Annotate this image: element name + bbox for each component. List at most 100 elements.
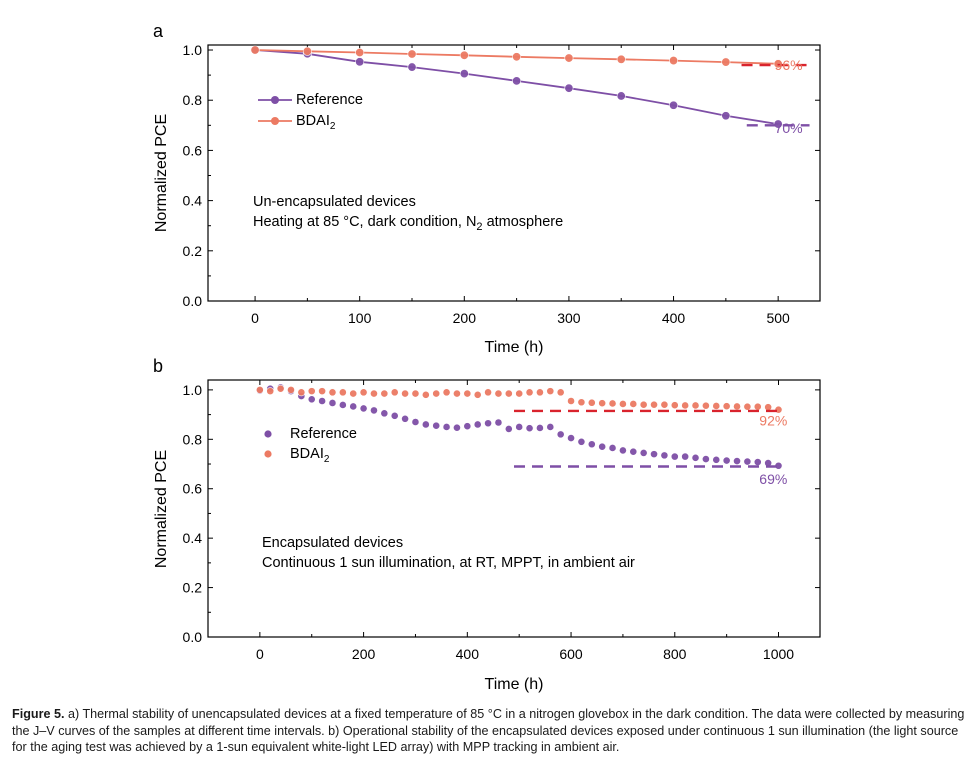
data-point-bdai2 bbox=[743, 402, 752, 411]
panel-b-frame bbox=[207, 379, 821, 638]
data-point-reference bbox=[432, 421, 441, 430]
data-point-reference bbox=[307, 395, 316, 404]
legend-marker bbox=[271, 96, 279, 104]
data-point-reference bbox=[670, 452, 679, 461]
data-point-reference bbox=[556, 430, 565, 439]
data-point-reference bbox=[359, 404, 368, 413]
x-tick-label: 400 bbox=[456, 646, 480, 662]
data-point-reference bbox=[494, 418, 503, 427]
data-point-reference bbox=[639, 448, 648, 457]
data-point-reference bbox=[442, 423, 451, 431]
legend-marker bbox=[264, 430, 272, 438]
data-point-reference bbox=[504, 425, 513, 433]
data-point-reference bbox=[484, 419, 492, 428]
data-point-reference bbox=[473, 420, 482, 429]
data-point-bdai2 bbox=[616, 54, 626, 64]
data-point-reference bbox=[564, 83, 574, 93]
data-point-reference bbox=[733, 457, 741, 465]
data-point-bdai2 bbox=[650, 400, 658, 409]
data-point-bdai2 bbox=[355, 48, 365, 58]
x-tick-label: 200 bbox=[352, 646, 376, 662]
data-point-bdai2 bbox=[307, 387, 316, 396]
data-point-bdai2 bbox=[722, 402, 731, 411]
data-point-bdai2 bbox=[411, 389, 420, 398]
data-point-reference bbox=[370, 406, 378, 415]
data-point-bdai2 bbox=[276, 384, 285, 393]
data-point-bdai2 bbox=[250, 45, 260, 55]
y-tick-label: 0.2 bbox=[183, 580, 203, 596]
data-point-reference bbox=[453, 423, 461, 432]
data-point-reference bbox=[515, 423, 524, 431]
data-point-reference bbox=[712, 455, 721, 464]
data-point-bdai2 bbox=[556, 388, 565, 397]
data-point-reference bbox=[567, 434, 575, 442]
data-point-bdai2 bbox=[536, 388, 544, 397]
data-point-reference bbox=[411, 418, 420, 426]
data-point-bdai2 bbox=[608, 399, 617, 408]
legend-label: BDAI2 bbox=[296, 113, 336, 132]
legend-label: Reference bbox=[290, 426, 357, 442]
data-point-reference bbox=[328, 399, 337, 407]
data-point-bdai2 bbox=[619, 400, 627, 408]
data-point-bdai2 bbox=[660, 400, 669, 409]
caption-label: Figure 5. bbox=[12, 707, 65, 721]
data-point-reference bbox=[355, 57, 365, 67]
data-point-bdai2 bbox=[639, 400, 648, 409]
data-point-bdai2 bbox=[681, 401, 690, 410]
data-point-bdai2 bbox=[432, 389, 441, 398]
data-point-reference bbox=[669, 100, 679, 110]
data-point-reference bbox=[421, 420, 430, 429]
x-tick-label: 300 bbox=[557, 310, 581, 326]
data-point-bdai2 bbox=[453, 389, 461, 398]
retention-label: 96% bbox=[775, 57, 803, 73]
data-point-reference bbox=[463, 422, 472, 431]
y-tick-label: 1.0 bbox=[183, 42, 203, 58]
data-point-bdai2 bbox=[255, 385, 264, 394]
data-point-bdai2 bbox=[587, 398, 596, 407]
panel-b-xlabel: Time (h) bbox=[485, 676, 544, 693]
data-point-bdai2 bbox=[564, 53, 574, 63]
data-point-bdai2 bbox=[421, 390, 430, 399]
data-point-bdai2 bbox=[459, 50, 469, 60]
data-point-reference bbox=[338, 401, 347, 409]
data-point-reference bbox=[349, 402, 358, 411]
data-point-bdai2 bbox=[407, 49, 417, 59]
data-point-bdai2 bbox=[338, 388, 347, 397]
y-tick-label: 1.0 bbox=[183, 382, 203, 398]
x-tick-label: 0 bbox=[256, 646, 264, 662]
data-point-bdai2 bbox=[577, 398, 586, 407]
data-point-bdai2 bbox=[390, 388, 399, 397]
retention-label: 70% bbox=[775, 120, 803, 136]
x-tick-label: 100 bbox=[348, 310, 372, 326]
x-tick-label: 400 bbox=[662, 310, 686, 326]
panel-b-ylabel: Normalized PCE bbox=[153, 450, 170, 568]
data-point-bdai2 bbox=[287, 385, 295, 394]
data-point-bdai2 bbox=[463, 389, 472, 398]
data-point-bdai2 bbox=[359, 388, 368, 397]
data-point-bdai2 bbox=[669, 56, 679, 66]
data-point-reference bbox=[598, 442, 607, 451]
data-point-reference bbox=[608, 444, 617, 452]
data-point-bdai2 bbox=[567, 397, 575, 405]
data-point-reference bbox=[660, 451, 669, 460]
annotation-line-2: Continuous 1 sun illumination, at RT, MP… bbox=[262, 555, 635, 571]
data-point-reference bbox=[650, 450, 658, 459]
data-point-bdai2 bbox=[318, 387, 327, 396]
data-point-bdai2 bbox=[370, 389, 378, 398]
y-tick-label: 0.6 bbox=[183, 142, 203, 158]
panel-b: b 0 200 400 600 800 1000 0.0 0.2 0.4 0.6 0.8 1.0 92… bbox=[153, 356, 821, 693]
data-point-reference bbox=[681, 452, 690, 461]
data-point-reference bbox=[546, 423, 555, 431]
data-point-bdai2 bbox=[266, 387, 275, 396]
panel-a-label: a bbox=[153, 21, 164, 41]
legend-label: Reference bbox=[296, 92, 363, 108]
data-point-bdai2 bbox=[512, 52, 522, 62]
x-tick-label: 200 bbox=[453, 310, 477, 326]
data-point-reference bbox=[773, 119, 783, 129]
data-point-bdai2 bbox=[297, 388, 306, 397]
y-tick-label: 0.0 bbox=[183, 293, 203, 309]
data-point-reference bbox=[743, 457, 752, 466]
data-point-bdai2 bbox=[515, 389, 524, 398]
data-point-bdai2 bbox=[546, 387, 555, 396]
data-point-reference bbox=[401, 414, 409, 423]
